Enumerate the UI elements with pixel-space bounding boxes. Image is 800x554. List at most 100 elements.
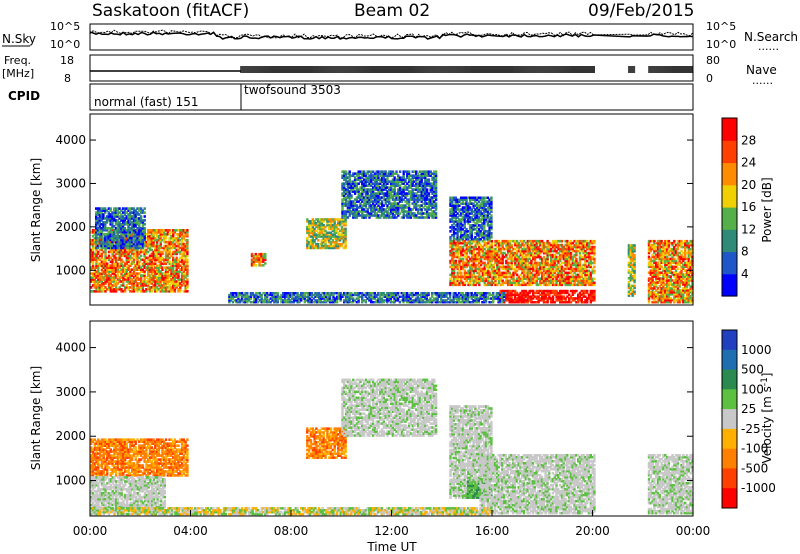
power-cell <box>506 265 510 269</box>
power-cell <box>359 214 362 217</box>
power-cell <box>104 217 107 220</box>
power-cell <box>107 227 110 230</box>
power-cell <box>98 238 102 242</box>
power-cell <box>582 247 585 251</box>
power-cell <box>132 240 136 244</box>
power-cell <box>359 186 362 189</box>
power-cell <box>469 283 472 287</box>
power-cell <box>451 279 454 283</box>
power-cell <box>470 249 474 253</box>
power-cell <box>530 273 533 277</box>
power-cell <box>120 274 123 277</box>
power-cell <box>317 235 320 238</box>
power-cell <box>113 270 116 273</box>
power-cell <box>521 269 524 273</box>
power-cell <box>141 280 145 283</box>
power-cell <box>136 268 139 271</box>
power-cell <box>154 256 157 260</box>
power-cell <box>398 196 402 199</box>
power-cell <box>530 283 533 287</box>
power-cell <box>148 229 152 232</box>
power-cell <box>460 253 463 257</box>
power-cell <box>127 278 130 281</box>
power-cell <box>307 225 311 229</box>
power-cell <box>322 244 325 248</box>
power-cell <box>180 252 184 256</box>
power-cell <box>121 232 125 236</box>
power-cell <box>328 223 331 227</box>
power-cell <box>164 268 168 271</box>
power-cell <box>172 272 175 275</box>
power-cell <box>425 212 429 215</box>
power-cell <box>569 281 573 285</box>
power-cell <box>350 194 353 197</box>
power-cell <box>91 276 95 279</box>
power-cell <box>123 248 127 252</box>
power-cell <box>582 281 585 285</box>
power-cell <box>526 247 529 251</box>
power-cell <box>569 275 573 279</box>
power-cell <box>497 273 501 277</box>
power-cell <box>395 202 398 205</box>
power-cell <box>98 234 101 238</box>
power-cell <box>469 263 472 267</box>
power-cell <box>147 288 150 291</box>
power-cell <box>530 275 533 279</box>
power-cell <box>157 238 161 242</box>
power-cell <box>373 204 377 207</box>
power-cell <box>575 269 578 273</box>
power-cell <box>120 238 123 242</box>
power-cell <box>415 182 418 185</box>
power-cell <box>406 214 409 217</box>
power-cell <box>528 277 531 281</box>
power-cell <box>523 259 526 263</box>
power-cell <box>420 186 423 189</box>
power-cell <box>172 266 175 269</box>
power-cell <box>402 174 405 177</box>
power-cell <box>155 280 159 283</box>
power-cell <box>134 268 137 271</box>
power-cell <box>340 242 344 246</box>
power-cell <box>317 239 320 242</box>
power-cell <box>562 251 565 255</box>
power-cell <box>164 286 168 289</box>
power-cell <box>434 184 438 187</box>
power-cell <box>427 206 431 209</box>
power-cell <box>400 188 404 191</box>
power-cell <box>111 211 114 214</box>
power-cell <box>122 290 125 293</box>
power-cell <box>528 275 531 279</box>
power-cell <box>418 216 422 219</box>
power-cell <box>373 184 377 187</box>
power-cell <box>352 206 355 209</box>
power-cell <box>150 276 153 279</box>
power-cell <box>589 239 592 243</box>
power-cell <box>515 281 519 285</box>
power-heatmap <box>90 170 694 304</box>
power-cell <box>578 277 582 281</box>
power-cell <box>159 260 162 264</box>
power-cell <box>557 279 560 283</box>
power-cell <box>145 288 148 291</box>
power-cell <box>136 286 139 289</box>
power-cell <box>555 241 558 245</box>
power-cell <box>341 182 344 185</box>
power-cell <box>107 266 111 269</box>
power-cell <box>434 196 438 199</box>
power-cell <box>125 211 128 214</box>
power-cell <box>407 186 411 189</box>
power-cell <box>452 267 456 271</box>
power-cell <box>127 244 130 248</box>
power-cell <box>386 182 389 185</box>
power-cell <box>406 188 409 191</box>
power-cell <box>382 184 386 187</box>
power-cell <box>173 280 177 283</box>
power-cell <box>589 249 592 253</box>
power-cell <box>402 188 405 191</box>
power-cell <box>510 283 513 287</box>
power-cell <box>380 170 384 173</box>
power-cell <box>311 222 314 225</box>
power-cell <box>425 198 429 201</box>
power-cell <box>382 204 386 207</box>
power-cell <box>407 204 411 207</box>
